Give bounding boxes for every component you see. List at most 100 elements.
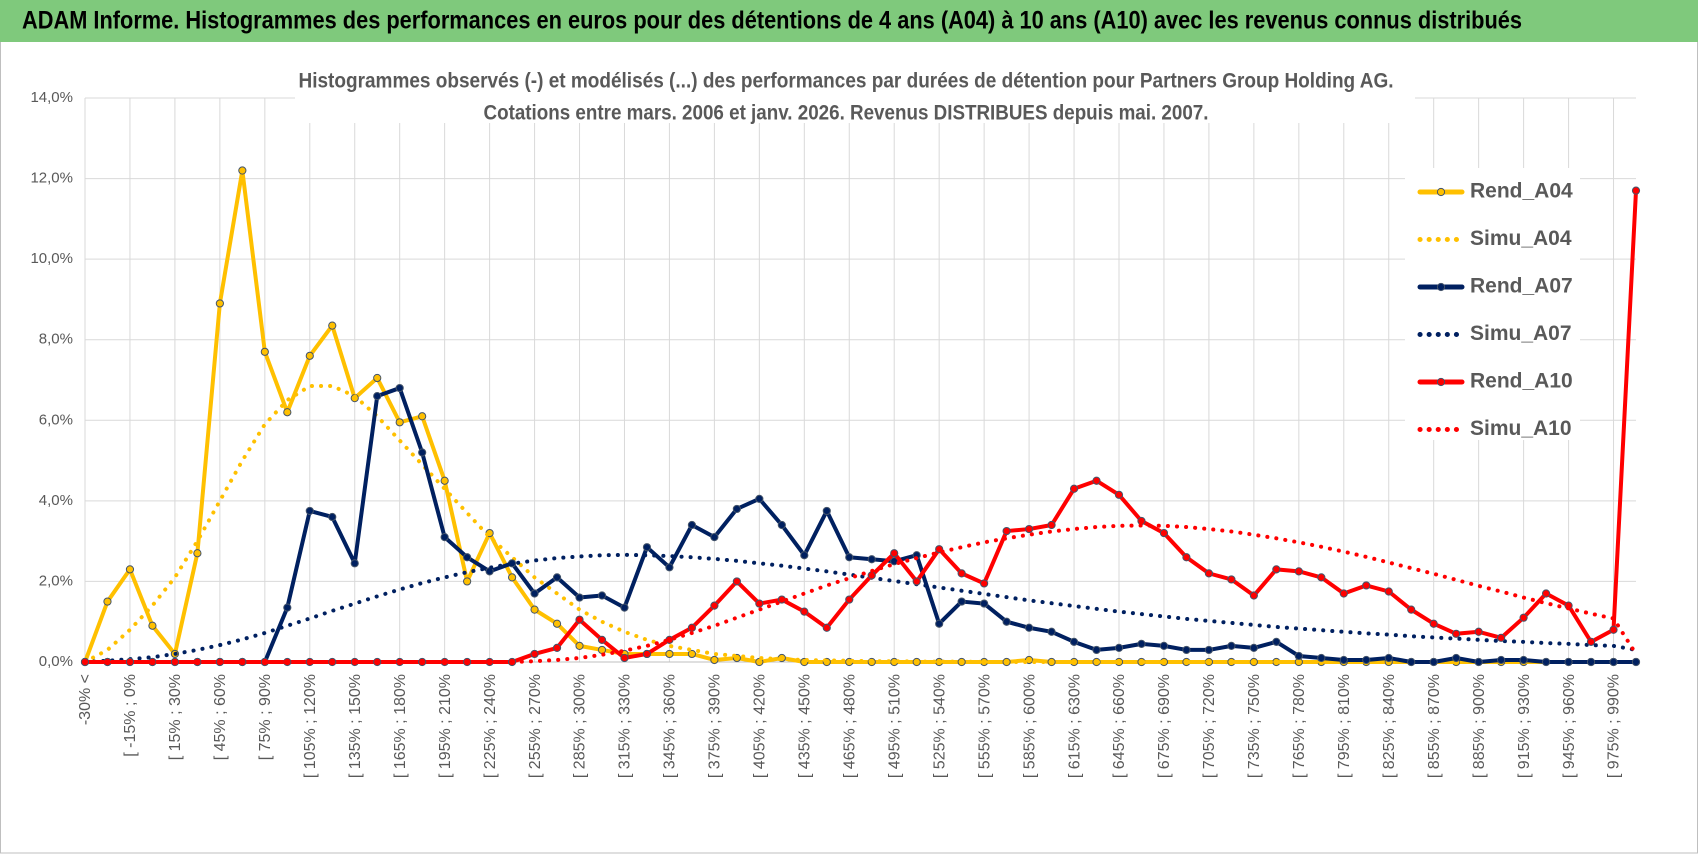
series-marker <box>710 601 719 610</box>
x-tick-label: [ 45% ; 60% <box>212 674 229 760</box>
series-marker <box>260 347 269 356</box>
legend-marker <box>1436 187 1446 197</box>
series-line <box>83 384 1638 664</box>
x-tick-label: -30% < <box>77 674 94 725</box>
x-tick-label: [ 585% ; 600% <box>1021 674 1038 778</box>
series-marker <box>800 551 809 560</box>
x-tick-label: [ 75% ; 90% <box>257 674 274 760</box>
y-tick-label: 4,0% <box>39 492 73 509</box>
series-marker <box>1317 573 1326 582</box>
series-marker <box>620 603 629 612</box>
series-marker <box>1452 653 1461 663</box>
x-tick-label: [ 255% ; 270% <box>527 674 544 778</box>
series-marker <box>822 506 831 516</box>
title-backdrop <box>295 63 1415 123</box>
series-marker <box>305 506 314 516</box>
x-tick-label: [ 885% ; 900% <box>1471 674 1488 778</box>
series-marker <box>1631 657 1641 667</box>
series-marker <box>665 649 674 659</box>
legend-box <box>1405 168 1580 440</box>
series-marker <box>1429 619 1438 628</box>
series-line <box>83 552 1638 664</box>
x-tick-label: [ 345% ; 360% <box>662 674 679 778</box>
series-marker <box>530 649 539 659</box>
series-marker <box>440 476 449 485</box>
series-marker <box>1339 655 1348 665</box>
chart-title: Histogrammes observés (-) et modélisés (… <box>299 70 1394 93</box>
series-marker <box>620 653 629 663</box>
series-marker <box>463 553 472 562</box>
x-tick-label: [ 765% ; 780% <box>1291 674 1308 778</box>
series-marker <box>597 635 607 644</box>
x-tick-label: [ -15% ; 0% <box>122 674 139 757</box>
series-marker <box>1564 657 1573 667</box>
series-marker <box>1047 520 1056 530</box>
series-marker <box>1069 484 1079 493</box>
series-marker <box>597 645 607 655</box>
series-marker <box>283 408 292 417</box>
series-marker <box>125 565 135 574</box>
x-tick-label: [ 135% ; 150% <box>347 674 364 778</box>
series-marker <box>1609 625 1618 634</box>
series-marker <box>1609 657 1618 667</box>
legend-marker <box>1436 377 1446 387</box>
series-marker <box>1159 528 1169 538</box>
series-marker <box>552 643 562 653</box>
series-marker <box>440 533 449 542</box>
y-tick-label: 0,0% <box>39 653 73 670</box>
legend-label: Simu_A10 <box>1470 417 1572 440</box>
series-marker <box>1474 627 1483 636</box>
y-tick-label: 2,0% <box>39 572 73 589</box>
series-marker <box>1002 617 1011 626</box>
series-marker <box>822 623 831 632</box>
series-marker <box>215 299 224 308</box>
x-tick-label: [ 165% ; 180% <box>392 674 409 778</box>
series-marker <box>1362 655 1371 665</box>
x-tick-label: [ 405% ; 420% <box>752 674 769 778</box>
series-marker <box>552 573 562 582</box>
x-tick-label: [ 555% ; 570% <box>976 674 993 778</box>
series-marker <box>1519 655 1528 665</box>
y-tick-label: 8,0% <box>39 331 73 348</box>
x-tick-label: [ 105% ; 120% <box>302 674 319 778</box>
series-marker <box>1541 657 1551 667</box>
x-tick-label: [ 915% ; 930% <box>1516 674 1533 778</box>
series-marker <box>575 593 584 602</box>
y-tick-label: 6,0% <box>39 411 73 428</box>
series-marker <box>687 649 697 659</box>
x-tick-label: [ 945% ; 960% <box>1561 674 1578 778</box>
x-tick-label: [ 225% ; 240% <box>482 674 499 778</box>
series-line <box>83 386 1638 664</box>
series-marker <box>103 597 112 606</box>
series-marker <box>1317 653 1326 663</box>
series-marker <box>463 577 472 586</box>
series-marker <box>1092 476 1101 485</box>
x-tick-label: [ 495% ; 510% <box>886 674 903 778</box>
series-marker <box>1114 490 1124 499</box>
series-marker <box>507 573 517 582</box>
series-marker <box>1114 643 1124 653</box>
legend-label: Rend_A07 <box>1470 275 1573 298</box>
series-marker <box>1159 641 1169 650</box>
series-marker <box>575 641 584 650</box>
series-marker <box>845 553 854 562</box>
series-marker <box>1429 657 1438 667</box>
series-marker <box>328 512 337 522</box>
series-marker <box>777 520 786 530</box>
series-marker <box>1069 637 1079 646</box>
series-marker <box>148 621 157 630</box>
series-marker <box>1541 589 1551 598</box>
series-marker <box>418 412 427 421</box>
series-marker <box>1631 186 1641 195</box>
series-marker <box>575 615 584 624</box>
series-marker <box>1182 553 1191 562</box>
series-marker <box>687 520 697 530</box>
legend: Rend_A04 Simu_A04 Rend_A07 Simu_A07 Rend_A10… <box>1405 168 1580 440</box>
series-marker <box>642 543 652 552</box>
series-marker <box>597 591 607 600</box>
series-marker <box>1519 613 1528 622</box>
series-marker <box>845 595 854 604</box>
header-title: ADAM Informe. Histogrammes des performan… <box>22 7 1522 35</box>
series-marker <box>755 599 764 608</box>
legend-label: Rend_A10 <box>1470 370 1573 393</box>
